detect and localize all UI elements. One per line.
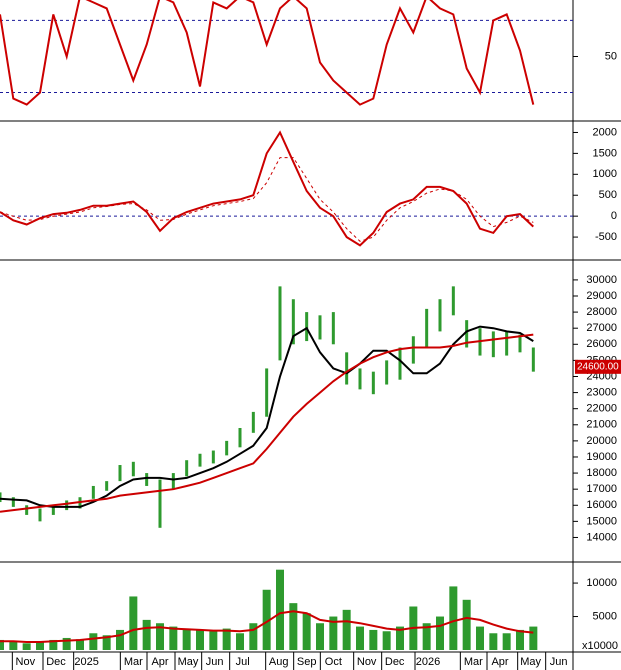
- x-tick-label: Mar: [124, 656, 143, 668]
- last-price-tag: [575, 359, 621, 374]
- volume-bar: [342, 609, 351, 650]
- volume-bar: [476, 626, 484, 650]
- x-tick-label: Aug: [269, 656, 289, 668]
- volume-bar: [396, 626, 404, 650]
- volume-bar: [222, 628, 231, 650]
- x-tick-label: Nov: [357, 656, 377, 668]
- series-line: [0, 610, 534, 643]
- x-tick-label: Dec: [385, 656, 405, 668]
- volume-bar: [142, 619, 151, 650]
- y-tick-label: 50: [605, 50, 617, 62]
- volume-bar: [156, 623, 164, 650]
- x-tick-label: Oct: [325, 656, 342, 668]
- volume-bar: [182, 629, 191, 650]
- y-tick-label: 26000: [586, 338, 617, 350]
- x-tick-label: Apr: [151, 656, 168, 668]
- y-tick-label: 21000: [586, 419, 617, 431]
- volume-bar: [529, 626, 538, 650]
- x-tick-label: May: [178, 656, 199, 668]
- volume-bar: [422, 623, 431, 650]
- volume-bar: [276, 569, 284, 650]
- volume-bar: [9, 641, 18, 650]
- x-tick-label: Apr: [491, 656, 508, 668]
- volume-bar: [289, 603, 298, 650]
- volume-bar: [302, 613, 311, 650]
- y-tick-label: 1500: [593, 147, 617, 159]
- volume-bar: [0, 639, 4, 650]
- series-line: [0, 0, 535, 106]
- y-tick-label: 17000: [586, 483, 617, 495]
- series-line: [0, 325, 534, 508]
- y-tick-label: 15000: [586, 515, 617, 527]
- y-tick-label: 14000: [586, 531, 617, 543]
- y-tick-label: 22000: [586, 403, 617, 415]
- series-line: [0, 130, 534, 247]
- volume-bar: [356, 626, 364, 650]
- x-tick-label: Sep: [297, 656, 317, 668]
- x-tick-label: Jun: [206, 656, 224, 668]
- volume-bar: [449, 586, 458, 650]
- x-tick-label: Jul: [236, 656, 250, 668]
- volume-bar: [89, 633, 98, 650]
- volume-bar: [209, 631, 218, 650]
- volume-bar: [36, 641, 44, 650]
- volume-bar: [436, 616, 444, 650]
- volume-bar: [262, 589, 271, 650]
- volume-bar: [249, 623, 258, 650]
- x-tick-label: Dec: [46, 656, 66, 668]
- y-tick-label: 0: [611, 210, 617, 222]
- volume-bar: [489, 633, 498, 650]
- y-tick-label: 16000: [586, 499, 617, 511]
- volume-bar: [49, 639, 58, 650]
- x-tick-label: May: [520, 656, 541, 668]
- y-tick-label: 1000: [593, 168, 617, 180]
- x-tick-label: 2025: [74, 656, 98, 668]
- y-tick-label: -500: [595, 231, 617, 243]
- x-tick-label: Mar: [464, 656, 483, 668]
- volume-bar: [236, 633, 244, 650]
- volume-bar: [129, 596, 138, 650]
- volume-bar: [76, 639, 84, 650]
- volume-bar: [516, 629, 524, 650]
- x-tick-label: 2026: [416, 656, 440, 668]
- series-line: [0, 157, 534, 242]
- y-tick-label: 29000: [586, 290, 617, 302]
- last-price-label: 24600.00: [577, 361, 619, 372]
- volume-bar: [116, 629, 124, 650]
- y-tick-label: 30000: [586, 274, 617, 286]
- volume-bar: [316, 623, 324, 650]
- x-tick-label: Nov: [16, 656, 36, 668]
- y-tick-label: 5000: [593, 610, 617, 622]
- y-tick-label: 23000: [586, 386, 617, 398]
- y-tick-label: 20000: [586, 435, 617, 447]
- y-tick-label: 27000: [586, 322, 617, 334]
- unit-label: x10000: [582, 640, 618, 652]
- volume-bar: [102, 635, 111, 650]
- volume-bar: [502, 633, 511, 650]
- volume-bar: [382, 631, 391, 650]
- volume-bar: [462, 599, 471, 650]
- volume-bar: [369, 629, 378, 650]
- y-tick-label: 500: [599, 189, 617, 201]
- series-line: [0, 333, 534, 513]
- volume-bar: [169, 626, 178, 650]
- y-tick-label: 10000: [586, 577, 617, 589]
- volume-bar: [62, 637, 71, 650]
- y-tick-label: 28000: [586, 306, 617, 318]
- x-tick-label: Jun: [550, 656, 568, 668]
- volume-bar: [329, 616, 338, 650]
- y-tick-label: 2000: [593, 126, 617, 138]
- volume-bar: [196, 629, 204, 650]
- y-tick-label: 18000: [586, 467, 617, 479]
- volume-bar: [22, 643, 31, 650]
- y-tick-label: 19000: [586, 451, 617, 463]
